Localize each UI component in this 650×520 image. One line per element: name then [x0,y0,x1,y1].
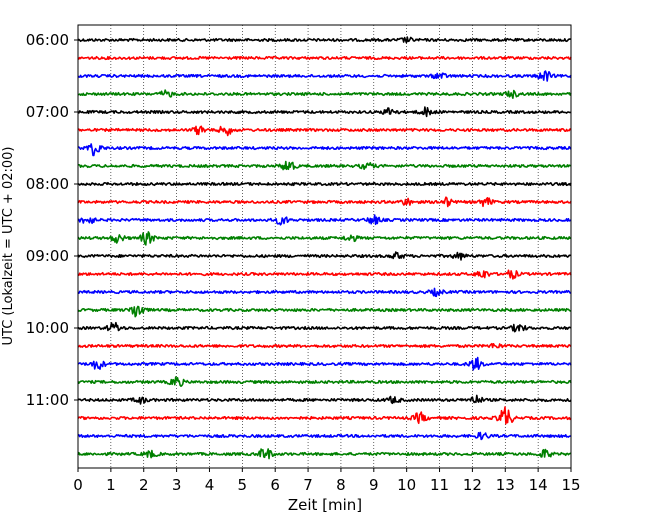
x-tick-label: 13 [496,476,515,494]
x-tick-label: 15 [561,476,580,494]
x-tick-label: 0 [73,476,83,494]
y-tick-label: 10:00 [26,319,69,337]
y-tick-label: 11:00 [26,391,69,409]
seismogram-trace [77,231,572,246]
x-axis-label: Zeit [min] [288,496,362,514]
grid-lines [110,25,539,468]
x-tick-label: 4 [205,476,215,494]
seismogram-trace [77,356,572,371]
y-tick-label: 09:00 [26,247,69,265]
plot-frame [77,24,572,469]
y-tick-label: 08:00 [26,175,69,193]
seismogram-traces [77,36,572,460]
seismogram-trace [77,431,572,441]
seismogram-trace [77,321,572,333]
seismogram-trace [77,196,572,208]
seismogram-trace [77,125,572,137]
x-tick-label: 10 [397,476,416,494]
seismogram-trace [77,342,572,349]
seismogram-trace [77,106,572,118]
seismogram-trace [77,269,572,280]
seismogram-trace [77,448,572,460]
x-tick-label: 7 [303,476,313,494]
seismogram-trace [77,89,572,99]
x-tick-label: 2 [139,476,149,494]
seismogram-trace [77,181,572,187]
y-axis-ticks: 06:00 07:00 08:00 09:00 10:00 11:00 [26,31,78,409]
seismogram-trace [77,305,572,318]
seismogram-trace [78,214,572,226]
x-tick-label: 5 [238,476,248,494]
y-tick-label: 06:00 [26,31,69,49]
y-axis-label: UTC (Lokalzeit = UTC + 02:00) [1,147,16,346]
x-tick-label: 8 [336,476,346,494]
seismogram-trace [78,160,572,171]
seismogram-trace [77,287,572,298]
x-tick-label: 6 [270,476,280,494]
x-tick-label: 14 [529,476,548,494]
x-tick-label: 1 [106,476,116,494]
x-tick-label: 11 [430,476,449,494]
seismogram-trace [77,55,572,61]
y-tick-label: 07:00 [26,103,69,121]
seismogram-trace [78,143,572,157]
seismogram-trace [77,376,572,387]
seismogram-trace [77,251,571,261]
seismogram-trace [77,36,572,44]
x-tick-label: 9 [369,476,379,494]
x-tick-label: 12 [463,476,482,494]
x-axis-ticks: 0 1 2 3 4 5 6 7 8 9 10 11 12 13 14 15 [73,468,581,494]
x-tick-label: 3 [172,476,182,494]
seismogram-trace [77,394,572,405]
seismogram-trace [77,70,572,82]
seismogram-trace [77,406,572,425]
